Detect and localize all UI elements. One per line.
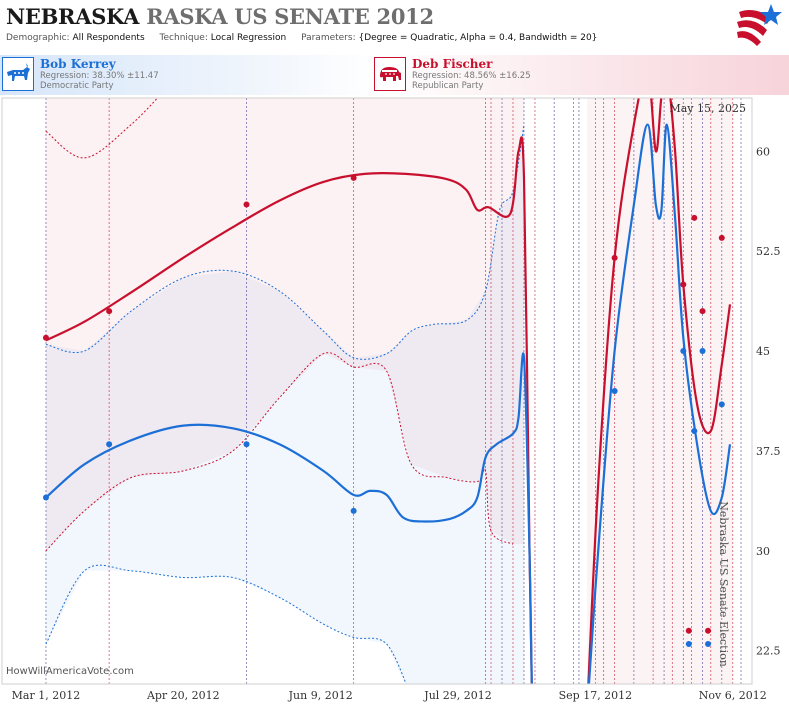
technique-label: Technique: [159,33,208,43]
site-credit: HowWillAmericaVote.com [6,666,134,677]
poll-point-kerrey [350,507,357,514]
y-tick-label: 22.5 [756,645,781,658]
poll-point-fischer [106,308,113,315]
y-tick-label: 45 [756,345,770,358]
header: NEBRASKA RASKA US SENATE 2012 Demographi… [0,0,789,50]
y-tick-label: 30 [756,545,770,558]
x-tick-label: Apr 20, 2012 [146,689,220,702]
x-tick-label: Jun 9, 2012 [288,689,353,702]
poll-point-kerrey [611,388,618,394]
x-tick-label: Nov 6, 2012 [699,689,767,702]
plot-body [42,98,742,684]
poll-point-fischer [685,627,692,634]
poll-point-kerrey [691,427,698,434]
demographic-label: Demographic: [6,33,70,43]
poll-point-fischer [680,281,687,288]
poll-point-kerrey [699,348,706,355]
poll-point-kerrey [685,641,692,648]
candidate-legend: Bob Kerrey Regression: 38.30% ±11.47 Dem… [0,55,789,95]
x-tick-label: Sep 17, 2012 [559,689,633,702]
poll-point-fischer [691,214,698,221]
band-upper-kerrey [45,124,525,360]
x-tick-label: Jul 29, 2012 [423,689,492,702]
poll-point-fischer [718,234,725,241]
poll-point-fischer [42,334,49,341]
parameters-value: {Degree = Quadratic, Alpha = 0.4, Bandwi… [358,33,598,43]
y-tick-label: 52.5 [756,245,781,258]
poll-point-fischer [705,627,712,634]
poll-chart: 22.5 30 37.5 45 52.5 60 Mar 1, 2012 Apr 20, 201… [1,97,781,702]
poll-point-fischer [699,308,706,315]
site-logo-icon [737,4,782,46]
poll-point-kerrey [705,641,712,648]
regression-line-late-kerrey [587,123,732,684]
x-tick-label: Mar 1, 2012 [12,689,81,702]
plot-border [1,97,753,685]
poll-point-kerrey [42,494,49,501]
regression-line-kerrey [45,352,533,684]
parameters-line: Demographic: All Respondents Technique: … [6,33,609,43]
poll-point-fischer [243,201,250,208]
legend-name-fischer: Deb Fischer [412,57,493,71]
page-title: NEBRASKA RASKA US SENATE 2012 [6,4,434,29]
date-label: May 15, 2025 [669,102,746,115]
technique-value: Local Regression [210,33,287,43]
band-upper-fischer [45,98,159,159]
legend-party-fischer: Republican Party [412,81,484,91]
title-state: NEBRASKA [6,4,140,29]
title-race: RASKA US SENATE 2012 [146,4,434,29]
legend-regression-kerrey: Regression: 38.30% ±11.47 [40,71,159,81]
band-fill-kerrey [45,124,524,684]
poll-point-kerrey [680,348,687,355]
band-lower-kerrey [45,564,407,684]
y-tick-label: 37.5 [756,445,781,458]
regression-line-fischer [45,136,533,684]
poll-point-fischer [350,174,357,181]
y-tick-label: 60 [756,145,770,158]
donkey-icon [2,57,34,91]
parameters-label: Parameters: [301,33,356,43]
poll-point-kerrey [718,401,725,408]
poll-point-kerrey [106,441,113,448]
regression-line-late-fischer [587,98,732,684]
poll-point-fischer [611,254,618,261]
band-fill-fischer [45,98,524,551]
legend-regression-fischer: Regression: 48.56% ±16.25 [412,71,531,81]
chart-area: 22.5 30 37.5 45 52.5 60 Mar 1, 2012 Apr 20, 201… [0,96,789,704]
legend-party-kerrey: Democratic Party [40,81,114,91]
demographic-value: All Respondents [72,33,145,43]
side-label: Nebraska US Senate Election [717,501,730,667]
legend-name-kerrey: Bob Kerrey [40,57,116,71]
poll-point-kerrey [243,441,250,448]
elephant-icon [374,57,406,91]
